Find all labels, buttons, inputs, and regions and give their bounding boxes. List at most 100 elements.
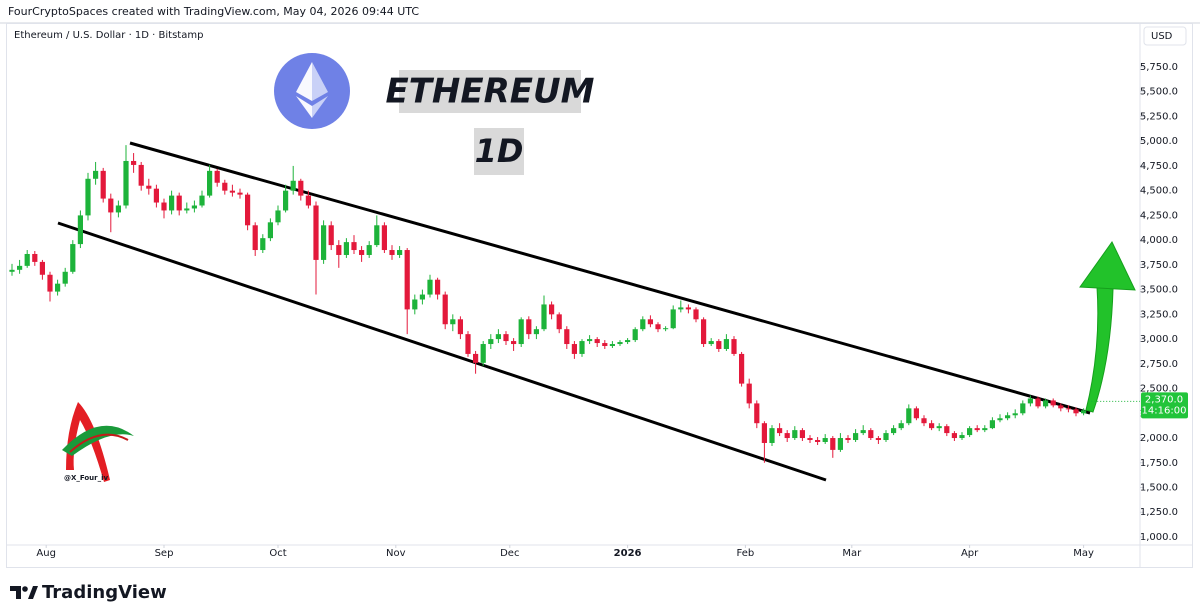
candle-body: [313, 205, 319, 260]
candle-body: [875, 438, 881, 441]
candle-body: [70, 244, 76, 272]
candle-body: [283, 190, 289, 211]
y-tick-label: 4,500.0: [1140, 186, 1178, 197]
candle-body: [1073, 409, 1079, 414]
last-price-label: 2,370.0: [1145, 394, 1183, 405]
candle-body: [807, 438, 813, 441]
candle-body: [131, 160, 137, 165]
candle-body: [921, 418, 927, 424]
y-tick-label: 1,000.0: [1140, 532, 1178, 543]
candle-body: [891, 428, 897, 434]
candle-body: [222, 182, 228, 191]
candle-body: [951, 433, 957, 439]
candle-body: [754, 403, 760, 424]
candle-body: [556, 314, 562, 330]
candle-body: [640, 319, 646, 330]
x-tick-label: Oct: [269, 548, 286, 559]
candle-body: [511, 341, 517, 345]
candle-body: [777, 428, 783, 434]
candle-body: [442, 294, 448, 325]
candle-body: [1020, 403, 1026, 414]
candle-body: [1050, 400, 1056, 406]
y-tick-label: 2,500.0: [1140, 384, 1178, 395]
candle-body: [495, 334, 501, 340]
y-tick-label: 2,000.0: [1140, 433, 1178, 444]
candle-body: [115, 205, 121, 213]
candle-body: [457, 319, 463, 335]
candle-body: [609, 344, 615, 347]
candle-body: [404, 250, 410, 310]
annotation-box: [399, 70, 581, 113]
candle-body: [298, 180, 304, 196]
candle-body: [473, 353, 479, 363]
candle-body: [1058, 405, 1064, 409]
candle-body: [708, 341, 714, 345]
candle-body: [503, 334, 509, 342]
candle-body: [214, 170, 220, 183]
candle-body: [427, 279, 433, 295]
candle-body: [533, 329, 539, 335]
candle-body: [100, 170, 106, 199]
candle-body: [655, 324, 661, 330]
y-tick-label: 3,250.0: [1140, 309, 1178, 320]
symbol-title: Ethereum / U.S. Dollar · 1D · Bitstamp: [14, 30, 203, 41]
candle-body: [199, 195, 205, 206]
candle-body: [701, 319, 707, 345]
candle-body: [245, 194, 251, 226]
y-tick-label: 5,750.0: [1140, 62, 1178, 73]
candle-body: [146, 185, 152, 189]
brand-icon: [10, 586, 38, 599]
candle-body: [602, 343, 608, 347]
candle-body: [207, 170, 213, 196]
candle-body: [24, 253, 30, 266]
candle-body: [997, 418, 1003, 421]
x-tick-label: Dec: [500, 548, 519, 559]
candle-body: [853, 433, 859, 441]
brand-name: TradingView: [42, 582, 167, 603]
candle-body: [32, 253, 38, 262]
candle-body: [237, 192, 243, 195]
author-logo: [62, 402, 134, 482]
candle-body: [898, 423, 904, 429]
x-tick-label: Sep: [155, 548, 174, 559]
y-tick-label: 5,250.0: [1140, 111, 1178, 122]
x-tick-label: Feb: [737, 548, 755, 559]
candle-body: [731, 339, 737, 354]
candle-body: [275, 210, 281, 223]
candle-body: [435, 279, 441, 295]
x-tick-label: May: [1073, 548, 1094, 559]
y-tick-label: 4,250.0: [1140, 210, 1178, 221]
countdown: 14:16:00: [1142, 405, 1187, 416]
candle-body: [739, 353, 745, 384]
annotation-timeframe: 1D: [475, 132, 524, 170]
candle-body: [799, 430, 805, 439]
candle-body: [594, 339, 600, 344]
y-tick-label: 4,750.0: [1140, 161, 1178, 172]
candle-body: [366, 245, 372, 255]
candle-body: [55, 283, 61, 292]
trend-line-lower: [57, 221, 827, 482]
candle-body: [336, 245, 342, 255]
candle-body: [1043, 400, 1049, 407]
candle-body: [123, 160, 129, 206]
candle-body: [359, 250, 365, 255]
candle-body: [830, 438, 836, 450]
candle-body: [647, 319, 653, 325]
candle-body: [989, 420, 995, 429]
candle-body: [290, 180, 296, 191]
candle-body: [1027, 398, 1033, 404]
candle-body: [77, 215, 83, 245]
candle-body: [93, 170, 99, 179]
candle-body: [974, 428, 980, 431]
candle-body: [723, 339, 729, 349]
y-tick-label: 4,000.0: [1140, 235, 1178, 246]
annotation-title: ETHEREUM: [386, 72, 595, 112]
candle-body: [328, 225, 334, 246]
candle-body: [260, 238, 266, 251]
candle-body: [944, 426, 950, 434]
annotation-box: [474, 128, 524, 175]
candle-body: [792, 430, 798, 439]
x-tick-label: 2026: [614, 548, 642, 559]
candle-body: [541, 304, 547, 330]
